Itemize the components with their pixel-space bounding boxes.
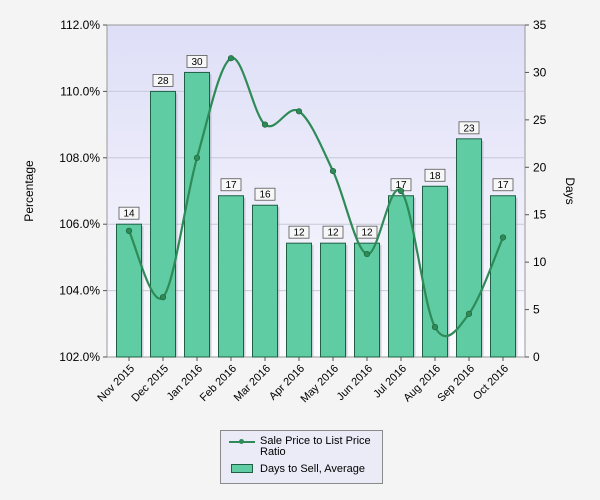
bar bbox=[456, 138, 482, 358]
bar-value-label: 12 bbox=[293, 228, 305, 239]
legend: Sale Price to List Price Ratio Days to S… bbox=[220, 430, 383, 484]
ratio-point bbox=[431, 324, 439, 331]
y-tick-label: 104.0% bbox=[59, 284, 100, 298]
legend-item-bar: Days to Sell, Average bbox=[229, 464, 382, 475]
bar bbox=[150, 90, 176, 358]
plot-area bbox=[106, 24, 526, 358]
bar-label-box bbox=[424, 168, 446, 182]
bar-label-box bbox=[492, 178, 514, 192]
bar bbox=[354, 242, 380, 358]
bar-value-label: 18 bbox=[429, 171, 441, 182]
y2-tick-label: 0 bbox=[533, 350, 540, 364]
bar-value-label: 30 bbox=[191, 57, 203, 68]
y2-tick-label: 35 bbox=[533, 18, 547, 32]
ratio-point bbox=[227, 55, 235, 62]
bar bbox=[184, 71, 210, 358]
bar bbox=[116, 223, 142, 358]
x-tick-label: Mar 2016 bbox=[232, 363, 273, 404]
ratio-point bbox=[363, 250, 371, 258]
y2-tick-label: 10 bbox=[533, 255, 547, 269]
y-tick-label: 106.0% bbox=[59, 217, 100, 231]
x-tick-label: Jun 2016 bbox=[335, 363, 375, 403]
legend-bar-label: Days to Sell, Average bbox=[260, 463, 365, 475]
ratio-point bbox=[261, 121, 269, 128]
bar-value-label: 17 bbox=[395, 180, 407, 191]
y-tick-label: 110.0% bbox=[60, 84, 100, 98]
bar-label-box bbox=[186, 55, 208, 68]
bar-swatch-icon bbox=[231, 464, 253, 473]
line-series bbox=[125, 55, 507, 338]
bar-label-box bbox=[152, 74, 174, 87]
bar-value-label: 12 bbox=[327, 228, 339, 239]
y2-tick-label: 15 bbox=[533, 208, 547, 222]
bar-label-box bbox=[288, 225, 310, 239]
legend-line-label: Sale Price to List Price Ratio bbox=[260, 435, 371, 458]
grid-lines bbox=[107, 90, 525, 292]
line-swatch-icon bbox=[229, 436, 255, 447]
ratio-point bbox=[193, 154, 201, 161]
combo-chart: 14 28 30 17 16 12 12 12 17 18 23 17 102.0% 104.0% 106… bbox=[22, 18, 577, 405]
ratio-point bbox=[465, 310, 473, 317]
ratio-point bbox=[329, 167, 337, 175]
y2-tick-label: 5 bbox=[533, 303, 540, 317]
bar bbox=[252, 204, 278, 358]
bar-value-label: 17 bbox=[225, 180, 237, 191]
bar-value-label: 23 bbox=[463, 123, 475, 134]
x-tick-label: Sep 2016 bbox=[435, 363, 477, 405]
bar-label-box bbox=[254, 187, 276, 201]
bar bbox=[490, 195, 516, 358]
bar bbox=[286, 242, 312, 358]
bar bbox=[388, 195, 414, 358]
ratio-point bbox=[499, 234, 507, 241]
bar-value-label: 17 bbox=[497, 180, 509, 191]
x-tick-label: Oct 2016 bbox=[471, 363, 511, 403]
bar-label-box bbox=[220, 178, 242, 192]
y2-tick-label: 30 bbox=[533, 65, 547, 79]
bar-label-box bbox=[118, 206, 140, 220]
bar-value-label: 12 bbox=[361, 228, 373, 239]
bar-value-label: 28 bbox=[157, 76, 169, 87]
bar-label-box bbox=[322, 225, 344, 239]
bar bbox=[320, 242, 346, 358]
bar-series: 14 28 30 17 16 12 12 12 17 18 23 17 bbox=[116, 55, 518, 358]
ratio-point bbox=[125, 227, 133, 234]
ratio-point bbox=[397, 187, 405, 195]
y2-tick-label: 20 bbox=[533, 160, 547, 174]
y-axis-title: Percentage bbox=[22, 160, 36, 222]
ratio-point bbox=[295, 108, 303, 115]
x-tick-label: Dec 2015 bbox=[129, 363, 171, 405]
y-tick-label: 108.0% bbox=[59, 151, 100, 165]
bar-value-label: 16 bbox=[259, 190, 271, 201]
y2-tick-label: 25 bbox=[533, 113, 547, 127]
bar-label-box bbox=[458, 121, 480, 135]
y-tick-label: 102.0% bbox=[59, 350, 100, 364]
legend-item-line: Sale Price to List Price Ratio bbox=[229, 436, 382, 458]
bar-label-box bbox=[356, 225, 378, 239]
ratio-point bbox=[159, 294, 167, 301]
bar bbox=[422, 185, 448, 358]
y-tick-label: 112.0% bbox=[60, 18, 100, 32]
y2-axis-title: Days bbox=[563, 177, 577, 204]
bar bbox=[218, 195, 244, 358]
bar-value-label: 14 bbox=[123, 209, 135, 220]
